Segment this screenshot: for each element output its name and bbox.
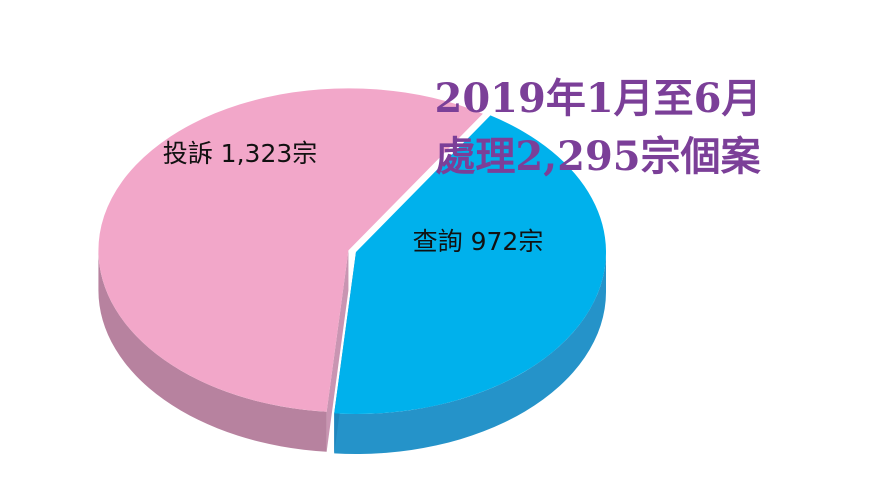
- slice-label-enquiries: 查詢 972宗: [413, 227, 544, 256]
- slice-cut-face-complaints: [326, 250, 349, 452]
- chart-title-line-1: 2019年1月至6月: [435, 75, 762, 122]
- pie-layer: [98, 88, 607, 454]
- slice-complaints: [98, 88, 483, 412]
- chart-title-line-2: 處理2,295宗個案: [435, 133, 761, 180]
- slice-side-enquiries: [334, 252, 606, 454]
- slice-enquiries: [334, 115, 607, 414]
- slice-side-complaints: [98, 250, 327, 452]
- slice-label-complaints: 投訴 1,323宗: [163, 139, 318, 168]
